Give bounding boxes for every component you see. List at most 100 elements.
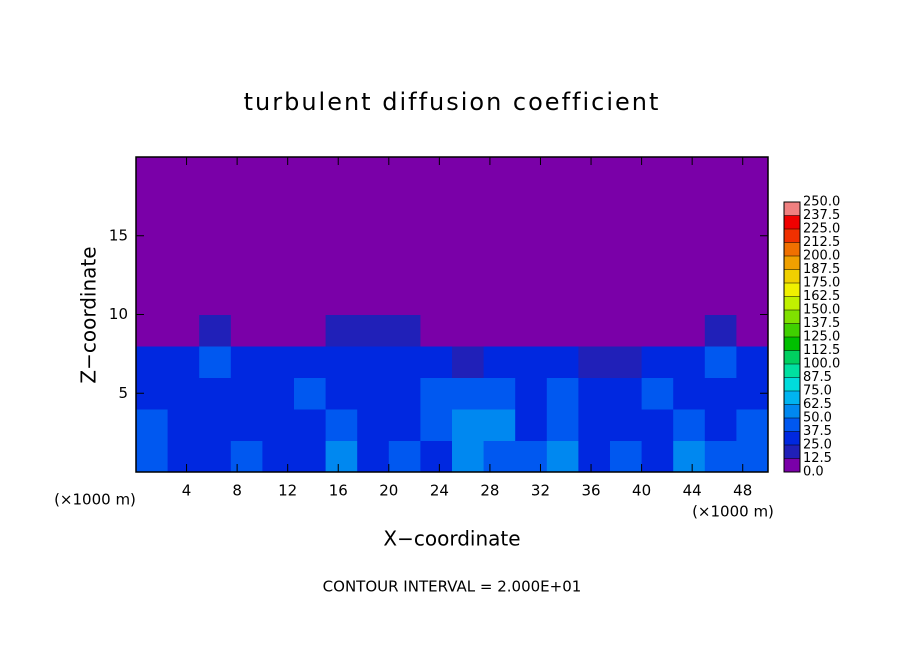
cell: [610, 440, 643, 473]
colorbar-swatch: [784, 283, 800, 297]
colorbar-swatch: [784, 404, 800, 418]
cell: [136, 157, 169, 189]
cell: [388, 251, 421, 284]
y-tick-label: 15: [109, 226, 128, 244]
cell: [357, 157, 390, 189]
colorbar-swatch: [784, 256, 800, 270]
cell: [673, 409, 706, 441]
cell: [673, 188, 706, 221]
cell: [230, 346, 263, 378]
colorbar-label: 187.5: [803, 262, 840, 277]
cell: [704, 220, 737, 252]
cell: [262, 377, 295, 410]
colorbar-label: 150.0: [803, 303, 840, 318]
cell: [704, 283, 737, 315]
cell: [704, 157, 737, 189]
cell: [294, 346, 327, 378]
cell: [230, 377, 263, 410]
colorbar-label: 200.0: [803, 249, 840, 264]
cell: [136, 251, 169, 284]
cell: [641, 283, 674, 315]
colorbar-swatch: [784, 202, 800, 216]
cell: [546, 346, 579, 378]
cell: [736, 188, 769, 221]
cell: [452, 346, 485, 378]
cell: [420, 314, 453, 347]
cell: [325, 377, 358, 410]
cell: [483, 314, 516, 347]
y-tick-label: 10: [109, 305, 128, 323]
cell: [262, 157, 295, 189]
cell: [641, 346, 674, 378]
cell: [546, 283, 579, 315]
cell: [483, 220, 516, 252]
x-tick-label: 24: [430, 482, 449, 500]
cell: [546, 251, 579, 284]
cell: [262, 283, 295, 315]
cell: [262, 251, 295, 284]
cell: [230, 188, 263, 221]
cell: [483, 251, 516, 284]
y-unit-label: (×1000 m): [54, 491, 136, 509]
cell: [325, 314, 358, 347]
cell: [673, 220, 706, 252]
cell: [388, 409, 421, 441]
cell: [294, 220, 327, 252]
y-axis-label: Z−coordinate: [77, 246, 101, 383]
cell: [515, 440, 548, 473]
cell: [230, 251, 263, 284]
cell: [546, 157, 579, 189]
cell: [704, 409, 737, 441]
cell: [610, 409, 643, 441]
cell: [294, 409, 327, 441]
colorbar-label: 12.5: [803, 451, 832, 466]
cell: [230, 157, 263, 189]
cell: [325, 251, 358, 284]
cell: [136, 346, 169, 378]
cell: [167, 346, 200, 378]
colorbar-label: 237.5: [803, 208, 840, 223]
cell: [325, 220, 358, 252]
cell: [420, 220, 453, 252]
cell: [641, 157, 674, 189]
cell: [610, 251, 643, 284]
cell: [136, 283, 169, 315]
cell: [578, 283, 611, 315]
cell: [199, 188, 232, 221]
cell: [357, 440, 390, 473]
x-tick-label: 12: [278, 482, 297, 500]
cell: [515, 188, 548, 221]
cell: [578, 157, 611, 189]
colorbar-swatch: [784, 337, 800, 351]
x-tick-label: 44: [683, 482, 702, 500]
cell: [167, 409, 200, 441]
colorbar-swatch: [784, 445, 800, 459]
cell: [673, 440, 706, 473]
cell: [230, 314, 263, 347]
cell: [610, 346, 643, 378]
x-tick-label: 28: [480, 482, 499, 500]
cell: [294, 157, 327, 189]
cell: [452, 283, 485, 315]
cell: [704, 440, 737, 473]
cell: [167, 377, 200, 410]
cell: [673, 283, 706, 315]
cell: [515, 409, 548, 441]
cell: [736, 409, 769, 441]
y-tick-label: 5: [118, 384, 128, 402]
x-unit-label: (×1000 m): [692, 503, 774, 521]
cell: [294, 283, 327, 315]
cell: [357, 220, 390, 252]
cell: [357, 409, 390, 441]
cell: [357, 251, 390, 284]
colorbar-label: 212.5: [803, 235, 840, 250]
x-axis-label: X−coordinate: [383, 527, 520, 551]
cell: [325, 188, 358, 221]
colorbar-swatch: [784, 458, 800, 472]
cell: [452, 409, 485, 441]
colorbar-swatch: [784, 364, 800, 378]
cell: [262, 188, 295, 221]
cell: [452, 220, 485, 252]
cell: [578, 251, 611, 284]
cell: [357, 346, 390, 378]
